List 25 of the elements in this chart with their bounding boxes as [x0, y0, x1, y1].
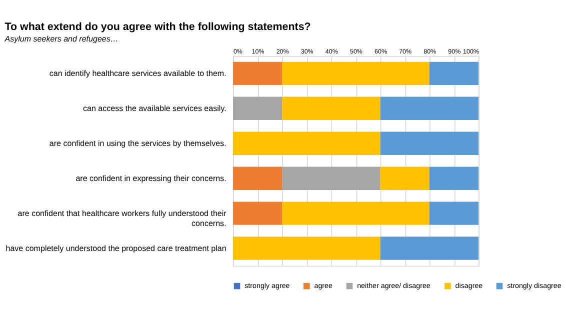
bar	[380, 236, 479, 260]
bar	[282, 166, 380, 190]
y-tick-label: are confident that healthcare workers fully understood their concerns.	[18, 208, 227, 228]
bar	[233, 132, 380, 155]
bar	[233, 236, 380, 260]
bar	[282, 202, 430, 225]
bar	[429, 202, 479, 225]
y-tick-label: have completely understood the proposed care treatment plan	[6, 244, 226, 253]
bar	[380, 166, 430, 190]
bar	[233, 96, 282, 120]
bar	[233, 62, 282, 86]
y-tick-label: are confident in using the services by themselves.	[49, 139, 226, 148]
bar	[282, 62, 430, 86]
bar	[380, 132, 479, 155]
y-tick-label: can identify healthcare services available to them.	[49, 69, 226, 78]
y-tick-label: are confident in expressing their concerns.	[76, 174, 226, 184]
bar	[233, 166, 282, 190]
bar	[233, 202, 282, 225]
bar	[282, 96, 380, 120]
text: Asylum seekers and refugees…	[4, 34, 118, 44]
y-tick-label: can access the available services easily.	[83, 104, 226, 114]
bar	[380, 96, 479, 120]
bar	[429, 166, 479, 190]
chart-title: To what extend do you agree with the following statements?	[4, 21, 311, 34]
bar	[429, 62, 479, 86]
